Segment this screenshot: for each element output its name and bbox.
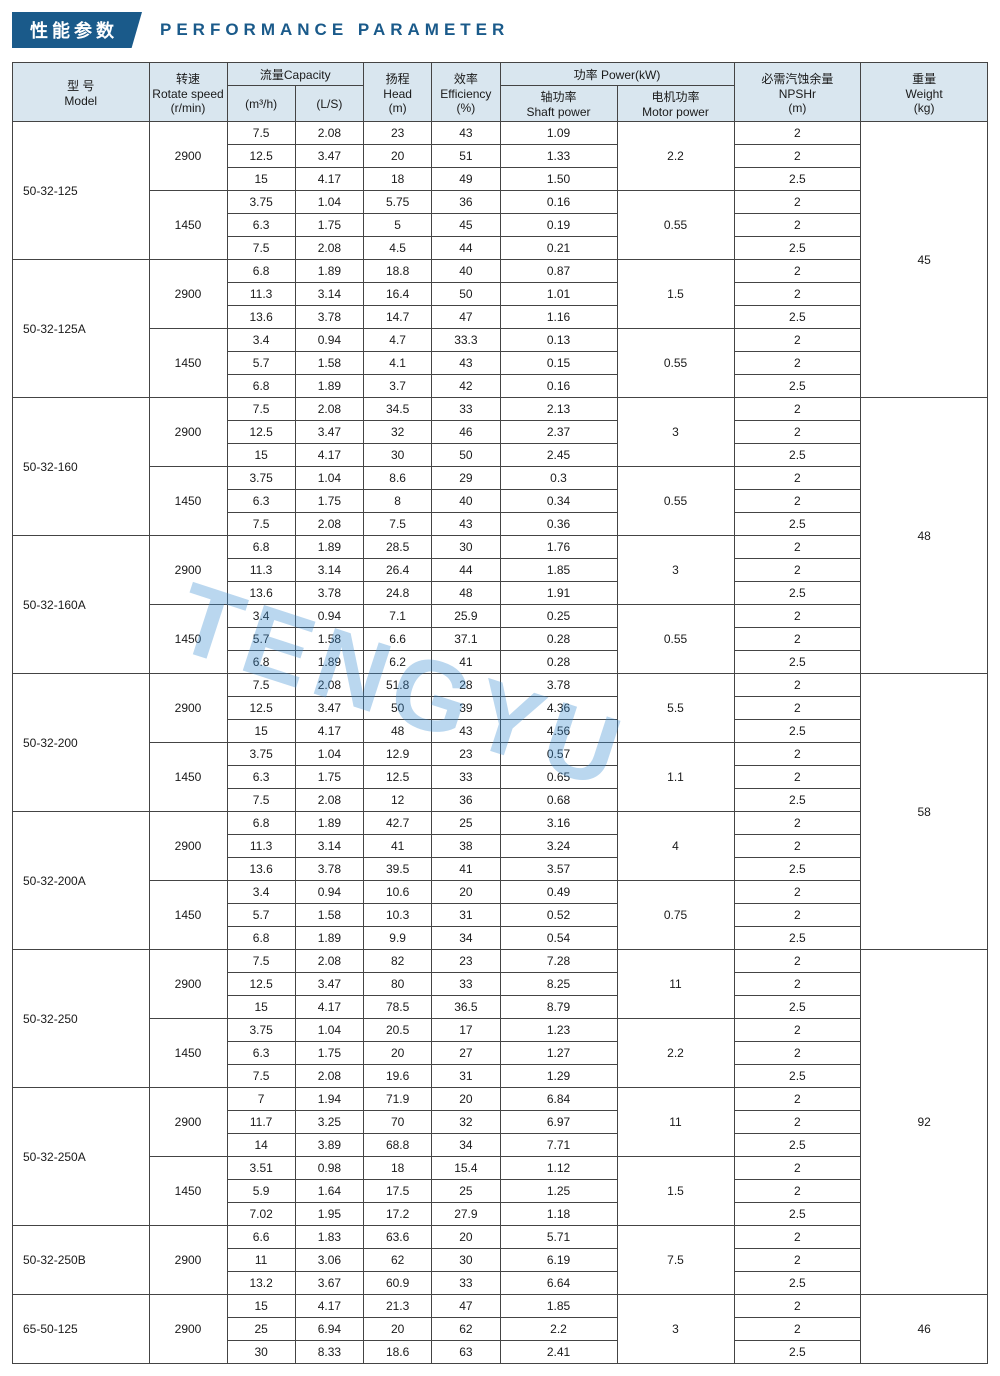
motor-power-cell: 0.55 [617,605,734,674]
motor-power-cell: 2.2 [617,122,734,191]
model-cell: 50-32-125 [13,122,150,260]
table-row: 14503.40.944.733.30.130.552 [13,329,988,352]
motor-power-cell: 1.5 [617,260,734,329]
rpm-cell: 2900 [149,1088,227,1157]
motor-power-cell: 4 [617,812,734,881]
motor-power-cell: 11 [617,950,734,1019]
rpm-cell: 1450 [149,605,227,674]
motor-power-cell: 0.55 [617,467,734,536]
rpm-cell: 2900 [149,950,227,1019]
motor-power-cell: 1.1 [617,743,734,812]
table-row: 14503.751.0420.5171.232.22 [13,1019,988,1042]
table-row: 50-32-16029007.52.0834.5332.133248 [13,398,988,421]
rpm-cell: 2900 [149,1226,227,1295]
rpm-cell: 2900 [149,674,227,743]
rpm-cell: 1450 [149,467,227,536]
motor-power-cell: 0.55 [617,191,734,260]
table-row: 50-32-250A290071.9471.9206.84112 [13,1088,988,1111]
section-title-en: PERFORMANCE PARAMETER [160,20,509,40]
rpm-cell: 2900 [149,536,227,605]
table-row: 14503.751.048.6290.30.552 [13,467,988,490]
weight-cell: 58 [861,674,988,950]
table-row: 50-32-125A29006.81.8918.8400.871.52 [13,260,988,283]
motor-power-cell: 5.5 [617,674,734,743]
motor-power-cell: 0.55 [617,329,734,398]
table-row: 50-32-20029007.52.0851.8283.785.5258 [13,674,988,697]
rpm-cell: 1450 [149,329,227,398]
motor-power-cell: 7.5 [617,1226,734,1295]
motor-power-cell: 11 [617,1088,734,1157]
rpm-cell: 1450 [149,191,227,260]
table-row: 50-32-12529007.52.0823431.092.2245 [13,122,988,145]
table-row: 50-32-25029007.52.0882237.2811292 [13,950,988,973]
rpm-cell: 2900 [149,260,227,329]
model-cell: 50-32-250 [13,950,150,1088]
table-row: 50-32-200A29006.81.8942.7253.1642 [13,812,988,835]
weight-cell: 45 [861,122,988,398]
section-badge: 性能参数 [12,12,142,48]
weight-cell: 46 [861,1295,988,1364]
rpm-cell: 1450 [149,743,227,812]
table-row: 14503.40.947.125.90.250.552 [13,605,988,628]
model-cell: 50-32-200 [13,674,150,812]
table-row: 65-50-1252900154.1721.3471.853246 [13,1295,988,1318]
model-cell: 50-32-125A [13,260,150,398]
rpm-cell: 2900 [149,398,227,467]
rpm-cell: 2900 [149,1295,227,1364]
rpm-cell: 1450 [149,1157,227,1226]
motor-power-cell: 1.5 [617,1157,734,1226]
motor-power-cell: 2.2 [617,1019,734,1088]
rpm-cell: 1450 [149,881,227,950]
table-row: 14503.40.9410.6200.490.752 [13,881,988,904]
weight-cell: 48 [861,398,988,674]
model-cell: 50-32-250A [13,1088,150,1226]
weight-cell: 92 [861,950,988,1295]
motor-power-cell: 3 [617,536,734,605]
performance-table: 型 号Model转速Rotate speed(r/min)流量Capacity扬… [12,62,988,1364]
motor-power-cell: 3 [617,398,734,467]
table-row: 50-32-250B29006.61.8363.6205.717.52 [13,1226,988,1249]
table-row: 50-32-160A29006.81.8928.5301.7632 [13,536,988,559]
model-cell: 50-32-250B [13,1226,150,1295]
table-row: 14503.751.045.75360.160.552 [13,191,988,214]
motor-power-cell: 0.75 [617,881,734,950]
rpm-cell: 2900 [149,122,227,191]
table-row: 14503.510.981815.41.121.52 [13,1157,988,1180]
table-row: 14503.751.0412.9230.571.12 [13,743,988,766]
model-cell: 50-32-160A [13,536,150,674]
model-cell: 50-32-160 [13,398,150,536]
rpm-cell: 2900 [149,812,227,881]
rpm-cell: 1450 [149,1019,227,1088]
model-cell: 65-50-125 [13,1295,150,1364]
motor-power-cell: 3 [617,1295,734,1364]
model-cell: 50-32-200A [13,812,150,950]
